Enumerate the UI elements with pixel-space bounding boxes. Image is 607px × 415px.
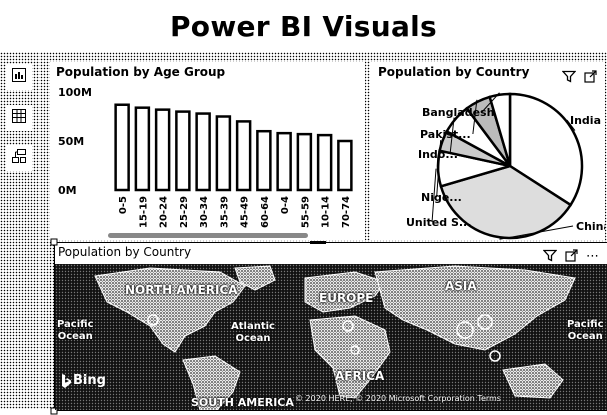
age-chart-title: Population by Age Group <box>56 65 226 79</box>
bar[interactable] <box>296 132 313 192</box>
pie-slice[interactable] <box>488 92 512 167</box>
pie-label: United S... <box>406 216 471 229</box>
x-tick-label: 60-64 <box>260 196 271 228</box>
world-map[interactable] <box>55 264 607 410</box>
pie-leader-line <box>481 92 500 113</box>
country-pie-chart: India China United S... Nige... Indo... Pakis… <box>406 92 605 240</box>
filter-icon[interactable] <box>561 68 577 87</box>
resize-handle[interactable] <box>50 238 58 246</box>
y-tick-label: 50M <box>58 135 84 148</box>
y-tick-label: 100M <box>58 86 92 99</box>
horizontal-scrollbar[interactable] <box>108 233 308 238</box>
page-title: Power BI Visuals <box>169 10 437 43</box>
x-tick-label: 20-24 <box>159 196 170 228</box>
pie-leader-line <box>472 99 478 135</box>
bar[interactable] <box>235 120 252 192</box>
more-options-icon[interactable]: ⋯ <box>586 249 600 264</box>
x-tick-label: 15-19 <box>138 196 149 228</box>
pie-chart-title: Population by Country <box>378 65 530 79</box>
continent-label-africa: AFRICA <box>335 369 385 383</box>
x-tick-label: 30-34 <box>199 196 210 228</box>
focus-mode-icon[interactable] <box>565 247 578 266</box>
x-tick-label: 70-74 <box>341 196 352 228</box>
bar[interactable] <box>337 139 353 192</box>
ocean-label-atlantic: Atlantic Ocean <box>231 321 275 345</box>
x-tick-label: 0-4 <box>280 196 291 214</box>
x-tick-label: 35-39 <box>219 196 230 228</box>
map-attribution: © 2020 HERE, © 2020 Microsoft Corporatio… <box>295 394 501 403</box>
pie-leader-line <box>449 117 455 155</box>
pie-label: Bangladesh <box>422 106 494 119</box>
continent-label-asia: ASIA <box>445 279 477 293</box>
model-icon <box>11 148 27 168</box>
map-visual-header-icons: ⋯ <box>542 247 600 266</box>
data-view-button[interactable] <box>6 105 32 131</box>
bing-logo: Bing <box>61 373 106 388</box>
age-group-visual[interactable]: Population by Age Group 100M 50M 0M 0-5 15-1… <box>50 62 365 240</box>
x-tick-label: 55-59 <box>300 196 311 228</box>
report-view-button[interactable] <box>6 64 32 90</box>
y-tick-label: 0M <box>58 184 77 197</box>
ocean-label-line: Pacific <box>567 319 604 330</box>
resize-handle-top[interactable] <box>310 241 326 244</box>
model-view-button[interactable] <box>6 145 32 171</box>
filter-icon[interactable] <box>542 247 558 266</box>
bar[interactable] <box>215 115 232 192</box>
bar-chart-icon <box>11 67 27 87</box>
x-tick-label: 25-29 <box>179 196 190 228</box>
ocean-label-line: Pacific <box>57 319 94 330</box>
ocean-label-line: Atlantic <box>231 321 275 332</box>
table-icon <box>11 108 27 128</box>
x-tick-label: 45-49 <box>240 196 251 228</box>
pie-leader-line <box>436 140 442 198</box>
age-bar-chart: 100M 50M 0M 0-5 15-19 20-24 25-29 30-34 35-39 45-… <box>58 86 353 238</box>
pie-slice[interactable] <box>439 164 573 240</box>
ocean-label-line: Ocean <box>235 333 271 344</box>
continent-label-north-america: NORTH AMERICA <box>125 283 238 297</box>
country-pie-visual[interactable]: Population by Country India China United S… <box>370 62 605 240</box>
bar[interactable] <box>134 106 151 192</box>
bar[interactable] <box>316 133 333 192</box>
bar[interactable] <box>195 112 211 192</box>
pie-label: Nige... <box>421 191 462 204</box>
pie-visual-header-icons <box>561 68 597 87</box>
x-tick-label: 10-14 <box>321 196 332 228</box>
continent-label-south-america: SOUTH AMERICA <box>191 396 294 409</box>
bar[interactable] <box>276 131 292 192</box>
pie-label: China <box>576 220 605 233</box>
ocean-label-line: Ocean <box>567 331 603 342</box>
view-rail <box>0 52 41 409</box>
ocean-label-line: Ocean <box>57 331 93 342</box>
pie-label: Indo... <box>418 148 458 161</box>
ocean-label-pacific-east: Pacific Ocean <box>567 319 604 343</box>
bing-logo-text: Bing <box>73 373 106 388</box>
country-map-visual[interactable]: Population by Country ⋯ <box>50 238 607 415</box>
bar[interactable] <box>175 110 191 192</box>
pie-leader-line <box>499 225 574 240</box>
bar[interactable] <box>154 108 171 192</box>
continent-label-europe: EUROPE <box>319 291 374 305</box>
ocean-label-pacific-west: Pacific Ocean <box>57 319 94 343</box>
bar[interactable] <box>256 129 272 192</box>
focus-mode-icon[interactable] <box>584 68 597 87</box>
pie-label: Pakist... <box>420 128 471 141</box>
report-canvas: Population by Age Group 100M 50M 0M 0-5 15-1… <box>40 52 607 415</box>
x-tick-label: 0-5 <box>118 196 129 214</box>
pie-label: India <box>570 114 601 127</box>
pie-leader-line <box>566 119 576 131</box>
pie-leader-line <box>431 168 437 223</box>
map-title: Population by Country <box>58 245 192 259</box>
bar[interactable] <box>114 103 130 192</box>
bing-b-icon <box>62 373 71 388</box>
